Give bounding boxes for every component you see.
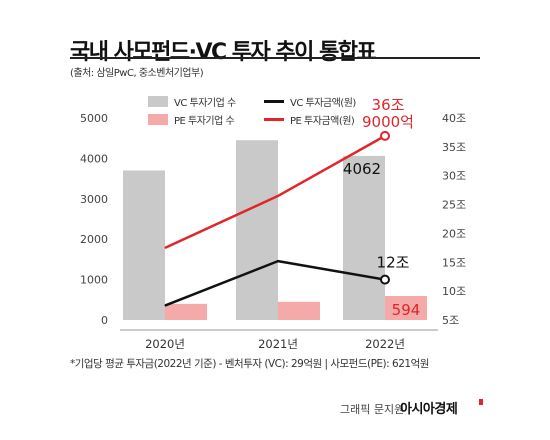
x-tick-label: 2020년	[145, 337, 185, 351]
legend-label-vc-bar: VC 투자기업 수	[174, 98, 236, 109]
y-right-tick-label: 30조	[442, 170, 466, 183]
legend-swatch-vc-bar	[148, 96, 168, 107]
credit-brand: 아시아경제	[400, 402, 458, 417]
y-left-tick-label: 4000	[80, 152, 108, 165]
chart-source: (출처: 삼일PwC, 중소벤처기업부)	[70, 68, 204, 79]
y-left-tick-label: 5000	[80, 112, 108, 125]
title-rule	[70, 57, 480, 59]
data-label-pe-line-2022-a: 36조	[372, 96, 405, 114]
pe-amount-point	[277, 195, 279, 197]
y-right-tick-label: 40조	[442, 112, 466, 125]
legend-label-vc-line: VC 투자금액(원)	[290, 98, 356, 109]
y-right-tick-label: 15조	[442, 256, 466, 269]
vc-amount-point	[164, 305, 166, 307]
legend-label-pe-line: PE 투자금액(원)	[290, 116, 355, 127]
legend-item-vc-line: VC 투자금액(원)	[264, 94, 356, 109]
y-right-tick-label: 25조	[442, 199, 466, 212]
bar-pe-3	[385, 296, 427, 320]
legend-label-pe-bar: PE 투자기업 수	[174, 116, 235, 127]
data-label-pe-bar-2022: 594	[392, 301, 421, 319]
pe-amount-point	[380, 130, 390, 141]
y-left-tick-label: 1000	[80, 274, 108, 287]
x-tick-label: 2022년	[365, 337, 405, 351]
chart-title: 국내 사모펀드·VC 투자 추이 통합표	[70, 40, 377, 65]
data-label-vc-line-2022: 12조	[377, 254, 410, 272]
footnote: *기업당 평균 투자금(2022년 기준) - 벤처투자 (VC): 29억원 …	[70, 358, 429, 370]
pe-amount-point	[164, 247, 166, 249]
legend-swatch-pe-line	[264, 118, 284, 121]
bar-vc-2	[236, 140, 278, 320]
y-right-tick-label: 5조	[442, 314, 459, 327]
legend-swatch-pe-bar	[148, 114, 168, 125]
legend-swatch-vc-line	[264, 100, 284, 103]
legend-item-pe-bar: PE 투자기업 수	[148, 112, 235, 127]
vc-amount-point	[277, 260, 279, 262]
bar-pe-2	[278, 301, 320, 320]
y-left-tick-label: 2000	[80, 233, 108, 246]
bar-vc-1	[123, 170, 165, 320]
vc-amount-point	[380, 274, 390, 285]
y-left-tick-label: 0	[101, 314, 108, 327]
legend-item-vc-bar: VC 투자기업 수	[148, 94, 236, 109]
legend-item-pe-line: PE 투자금액(원)	[264, 112, 355, 127]
credit-label: 그래픽 문지원	[340, 403, 405, 416]
bar-pe-1	[165, 303, 207, 320]
y-right-tick-label: 35조	[442, 141, 466, 154]
data-label-pe-line-2022-b: 9000억	[362, 113, 414, 131]
bar-vc-3	[343, 155, 385, 320]
brand-mark-icon	[479, 399, 483, 405]
x-tick-label: 2021년	[258, 337, 298, 351]
y-left-tick-label: 3000	[80, 193, 108, 206]
y-right-tick-label: 20조	[442, 227, 466, 240]
data-label-vc-bar-2022: 4062	[343, 160, 381, 178]
y-right-tick-label: 10조	[442, 285, 466, 298]
